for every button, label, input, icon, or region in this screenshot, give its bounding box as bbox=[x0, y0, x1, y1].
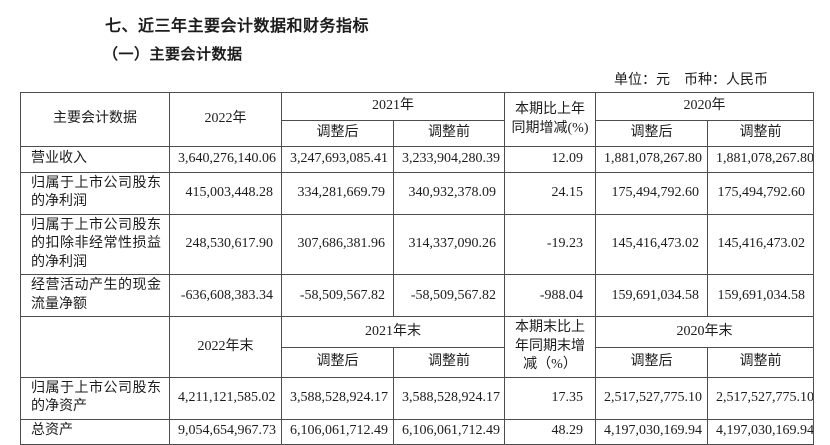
cell-2020-before: 4,197,030,169.94 bbox=[707, 418, 814, 445]
cell-2021-before: 6,106,061,712.49 bbox=[393, 418, 505, 445]
header-2020-adjusted-after: 调整后 bbox=[595, 120, 708, 147]
header-corner-empty bbox=[20, 316, 170, 378]
cell-change-pct: 12.09 bbox=[504, 146, 596, 173]
cell-2020-after: 175,494,792.60 bbox=[595, 172, 708, 215]
cell-2020-before: 159,691,034.58 bbox=[707, 274, 814, 318]
cell-2021-after: 3,588,528,924.17 bbox=[281, 376, 394, 420]
header-corner: 主要会计数据 bbox=[20, 92, 170, 147]
header-yearend-2022: 2022年末 bbox=[169, 316, 282, 378]
cell-2021-after: 334,281,669.79 bbox=[281, 172, 394, 215]
table-subheader-row-yearend: 调整后 调整前 调整后 调整前 bbox=[21, 347, 814, 378]
header-2020end-adjusted-after: 调整后 bbox=[595, 347, 708, 378]
cell-change-pct: -19.23 bbox=[504, 213, 596, 276]
row-label: 营业收入 bbox=[20, 146, 170, 173]
cell-2022: 248,530,617.90 bbox=[169, 213, 282, 276]
cell-change-pct: -988.04 bbox=[504, 274, 596, 318]
cell-2020-after: 4,197,030,169.94 bbox=[595, 418, 708, 445]
header-2021-adjusted-before: 调整前 bbox=[393, 120, 505, 147]
header-2020-adjusted-before: 调整前 bbox=[707, 120, 814, 147]
table-row-net-profit: 归属于上市公司股东的净利润 415,003,448.28 334,281,669… bbox=[20, 172, 814, 215]
header-change-pct: 本期比上年同期增减(%) bbox=[504, 92, 596, 147]
table-header-row: 主要会计数据 2022年 2021年 本期比上年同期增减(%) 2020年 bbox=[20, 92, 814, 147]
accounting-data-table: 主要会计数据 2022年 2021年 本期比上年同期增减(%) 2020年 调整… bbox=[20, 92, 814, 445]
cell-2020-after: 145,416,473.02 bbox=[595, 213, 708, 276]
row-label: 总资产 bbox=[20, 418, 170, 445]
cell-2020-after: 2,517,527,775.10 bbox=[595, 376, 708, 420]
cell-2021-before: 314,337,090.26 bbox=[393, 213, 505, 276]
cell-2022: 415,003,448.28 bbox=[169, 172, 282, 215]
cell-2021-before: 3,588,528,924.17 bbox=[393, 376, 505, 420]
cell-2022: 3,640,276,140.06 bbox=[169, 146, 282, 173]
row-label: 归属于上市公司股东的净资产 bbox=[20, 376, 170, 420]
header-2020end-adjusted-before: 调整前 bbox=[707, 347, 814, 378]
header-year-2022: 2022年 bbox=[169, 92, 282, 147]
header-yearend-2021: 2021年末 bbox=[281, 316, 505, 348]
cell-2020-after: 159,691,034.58 bbox=[595, 274, 708, 318]
cell-2021-before: 340,932,378.09 bbox=[393, 172, 505, 215]
table-row-total-assets: 总资产 9,054,654,967.73 6,106,061,712.49 6,… bbox=[20, 418, 814, 445]
cell-2021-before: 3,233,904,280.39 bbox=[393, 146, 505, 173]
cell-2020-before: 1,881,078,267.80 bbox=[707, 146, 814, 173]
header-2021-adjusted-after: 调整后 bbox=[281, 120, 394, 147]
cell-2020-before: 2,517,527,775.10 bbox=[707, 376, 814, 420]
cell-change-pct: 48.29 bbox=[504, 418, 596, 445]
header-yearend-2020: 2020年末 bbox=[595, 316, 814, 348]
table-row-net-profit-excl-nonrecurring: 归属于上市公司股东的扣除非经常性损益的净利润 248,530,617.90 30… bbox=[20, 213, 814, 276]
table-row-operating-cash-flow: 经营活动产生的现金流量净额 -636,608,383.34 -58,509,56… bbox=[20, 274, 814, 318]
cell-2020-after: 1,881,078,267.80 bbox=[595, 146, 708, 173]
header-2021end-adjusted-after: 调整后 bbox=[281, 347, 394, 378]
header-year-2020: 2020年 bbox=[595, 92, 814, 121]
header-year-2021: 2021年 bbox=[281, 92, 505, 121]
currency-unit-note: 单位：元 币种：人民币 bbox=[614, 73, 768, 88]
header-2021end-adjusted-before: 调整前 bbox=[393, 347, 505, 378]
table-row-revenue: 营业收入 3,640,276,140.06 3,247,693,085.41 3… bbox=[20, 146, 814, 173]
header-yearend-change-pct: 本期末比上年同期末增减（%） bbox=[504, 316, 596, 378]
section-title: 七、近三年主要会计数据和财务指标 bbox=[105, 18, 370, 35]
cell-2021-after: -58,509,567.82 bbox=[281, 274, 394, 318]
cell-2021-after: 6,106,061,712.49 bbox=[281, 418, 394, 445]
cell-2021-after: 307,686,381.96 bbox=[281, 213, 394, 276]
cell-2022: 9,054,654,967.73 bbox=[169, 418, 282, 445]
cell-2021-before: -58,509,567.82 bbox=[393, 274, 505, 318]
row-label: 经营活动产生的现金流量净额 bbox=[20, 274, 170, 318]
cell-2020-before: 175,494,792.60 bbox=[707, 172, 814, 215]
table-subheader-row: 调整后 调整前 调整后 调整前 bbox=[21, 120, 814, 147]
row-label: 归属于上市公司股东的扣除非经常性损益的净利润 bbox=[20, 213, 170, 276]
row-label: 归属于上市公司股东的净利润 bbox=[20, 172, 170, 215]
table-header-row-yearend: 2022年末 2021年末 本期末比上年同期末增减（%） 2020年末 bbox=[20, 316, 814, 378]
cell-change-pct: 24.15 bbox=[504, 172, 596, 215]
cell-2022: -636,608,383.34 bbox=[169, 274, 282, 318]
cell-2021-after: 3,247,693,085.41 bbox=[281, 146, 394, 173]
cell-2022: 4,211,121,585.02 bbox=[169, 376, 282, 420]
subsection-title: （一）主要会计数据 bbox=[103, 47, 243, 63]
cell-2020-before: 145,416,473.02 bbox=[707, 213, 814, 276]
